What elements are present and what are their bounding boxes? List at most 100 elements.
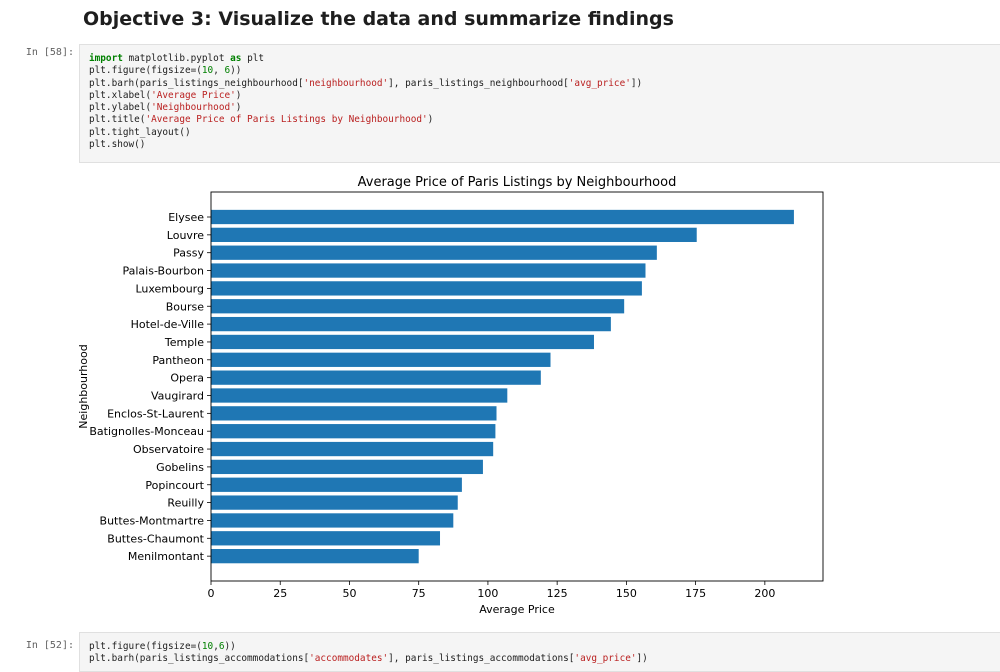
y-tick-label: Temple xyxy=(164,336,204,349)
y-tick-label: Enclos-St-Laurent xyxy=(107,407,205,420)
code-token: plt.title( xyxy=(89,114,146,126)
code-token: 'avg_price' xyxy=(574,653,637,665)
y-tick-label: Bourse xyxy=(166,300,205,313)
code-line: plt.ylabel('Neighbourhood') xyxy=(89,102,1000,114)
bar xyxy=(211,513,454,528)
y-tick-label: Menilmontant xyxy=(128,550,205,563)
cell-prompt: In [58]: xyxy=(25,47,74,58)
y-tick-label: Buttes-Chaumont xyxy=(107,532,204,545)
code-token: ], paris_listings_accommodations[ xyxy=(388,653,575,665)
y-tick-label: Louvre xyxy=(167,229,204,242)
code-token: ], paris_listings_neighbourhood[ xyxy=(388,77,569,89)
bar xyxy=(211,531,441,546)
y-tick-label: Luxembourg xyxy=(135,282,204,295)
code-token: ) xyxy=(235,89,242,101)
bar xyxy=(211,424,496,439)
code-token: 6 xyxy=(218,641,225,652)
code-token: ]) xyxy=(636,653,648,665)
code-token: plt.show() xyxy=(89,139,146,151)
y-tick-label: Elysee xyxy=(168,211,204,224)
bar xyxy=(211,370,541,385)
code-token: matplotlib.pyplot xyxy=(122,53,231,64)
bar xyxy=(211,495,458,510)
chart-title: Average Price of Paris Listings by Neigh… xyxy=(358,175,677,190)
code-token: , xyxy=(213,641,219,652)
bar xyxy=(211,459,483,475)
code-line: import matplotlib.pyplot as plt xyxy=(89,53,1000,65)
code-token: plt.xlabel( xyxy=(89,89,152,101)
code-line: plt.figure(figsize=(10,6)) xyxy=(89,641,1000,653)
code-token: 'neighbourhood' xyxy=(303,77,389,89)
code-token: plt.tight_layout() xyxy=(89,126,191,138)
x-tick-label: 175 xyxy=(685,587,706,600)
code-token: 'Average Price of Paris Listings by Neig… xyxy=(145,114,428,126)
bar xyxy=(211,209,794,225)
code-token: ]) xyxy=(630,77,643,89)
code-token: 'avg_price' xyxy=(568,77,631,89)
y-tick-label: Hotel-de-Ville xyxy=(131,318,205,331)
x-tick-label: 75 xyxy=(412,587,426,600)
y-axis-label: Neighbourhood xyxy=(79,344,90,428)
y-tick-label: Passy xyxy=(173,247,204,260)
code-token: )) xyxy=(230,65,242,77)
x-axis-label: Average Price xyxy=(479,603,555,616)
bar xyxy=(211,477,462,492)
code-cell[interactable]: plt.figure(figsize=(10,6)) plt.barh(paris… xyxy=(79,632,1000,672)
code-line: plt.xlabel('Average Price') xyxy=(89,90,1000,102)
y-tick-label: Popincourt xyxy=(145,479,204,492)
x-tick-label: 150 xyxy=(616,587,637,600)
code-token: 6 xyxy=(224,65,231,77)
bar xyxy=(211,227,697,242)
code-token: plt.figure(figsize=( xyxy=(89,65,202,77)
x-tick-label: 50 xyxy=(342,587,356,600)
bar xyxy=(211,316,611,332)
x-tick-label: 25 xyxy=(273,587,287,600)
code-line: plt.show() xyxy=(89,139,1000,151)
bar xyxy=(211,441,494,457)
y-tick-label: Palais-Bourbon xyxy=(123,265,205,278)
code-line: plt.figure(figsize=(10, 6)) xyxy=(89,65,1000,77)
code-line: plt.barh(paris_listings_accommodations['… xyxy=(89,653,1000,665)
code-token: 'accommodates' xyxy=(309,653,389,665)
bar xyxy=(211,388,508,403)
code-line: plt.title('Average Price of Paris Listin… xyxy=(89,114,1000,126)
code-token: 'Neighbourhood' xyxy=(151,102,236,114)
bar xyxy=(211,281,642,296)
code-cell[interactable]: import matplotlib.pyplot as plt plt.figur… xyxy=(79,44,1000,163)
cell-prompt: In [52]: xyxy=(25,640,74,651)
cell-output: Elysee Louvre Passy Palais-Bourbon Luxembour… xyxy=(77,168,839,618)
x-tick-label: 200 xyxy=(754,587,775,600)
code-token: 'Average Price' xyxy=(151,89,236,101)
code-token: plt xyxy=(241,53,264,64)
bar xyxy=(211,334,594,350)
code-token: ) xyxy=(427,114,434,126)
section-heading: Objective 3: Visualize the data and summ… xyxy=(83,8,674,30)
x-tick-label: 125 xyxy=(547,587,568,600)
bar xyxy=(211,299,625,314)
bar xyxy=(211,406,497,421)
bar xyxy=(211,352,551,367)
code-token: plt.barh(paris_listings_neighbourhood[ xyxy=(89,77,304,89)
code-token: plt.barh(paris_listings_accommodations[ xyxy=(89,653,310,665)
plot-frame xyxy=(210,191,824,582)
y-tick-label: Observatoire xyxy=(133,443,204,456)
code-token: , xyxy=(213,65,225,77)
code-token: plt.ylabel( xyxy=(89,102,152,114)
y-tick-label: Reuilly xyxy=(167,497,204,510)
y-tick-label: Buttes-Montmartre xyxy=(100,514,205,527)
y-tick-label: Vaugirard xyxy=(151,390,204,403)
code-token: 10 xyxy=(201,641,214,652)
y-tick-label: Gobelins xyxy=(156,461,204,474)
y-tick-label: Opera xyxy=(170,372,204,385)
code-token: plt.figure(figsize=( xyxy=(89,641,202,652)
y-tick-label: Batignolles-Monceau xyxy=(89,425,204,438)
code-token: )) xyxy=(224,641,236,652)
bar xyxy=(211,245,657,260)
bar-chart: Elysee Louvre Passy Palais-Bourbon Luxembour… xyxy=(77,175,824,616)
code-token: as xyxy=(230,53,242,64)
code-token: 10 xyxy=(201,65,214,77)
code-line: plt.tight_layout() xyxy=(89,127,1000,139)
x-tick-label: 100 xyxy=(477,587,498,600)
y-tick-label: Pantheon xyxy=(152,354,204,367)
x-tick-label: 0 xyxy=(208,587,215,600)
